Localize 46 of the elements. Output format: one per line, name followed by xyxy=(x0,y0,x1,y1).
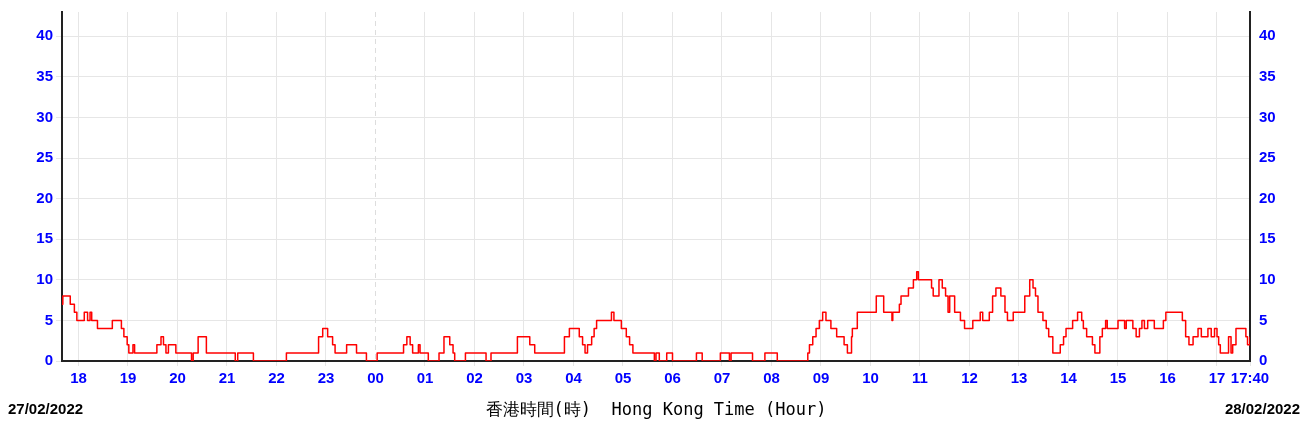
x-tick-label: 17:40 xyxy=(1230,369,1270,387)
x-tick-label: 22 xyxy=(268,369,285,387)
x-tick-label: 07 xyxy=(713,369,731,387)
text: 28/02/2022 xyxy=(1224,400,1300,418)
x-tick-label: 17 xyxy=(1208,369,1226,387)
y-tick-label: 20 xyxy=(36,188,53,206)
x-tick-label: 13 xyxy=(1010,369,1028,387)
x-tick-label: 01 xyxy=(416,369,434,387)
x-tick-label: 02 xyxy=(466,369,483,387)
y2-tick-label: 5 xyxy=(1259,310,1268,328)
x-tick-label: 05 xyxy=(614,369,632,387)
y2-tick-label: 25 xyxy=(1259,148,1276,166)
x-tick-label: 14 xyxy=(1060,369,1078,387)
x-tick-label: 20 xyxy=(169,369,186,387)
x-tick-label: 06 xyxy=(664,369,681,387)
y-tick-label: 0 xyxy=(44,351,53,369)
x-tick-label: 23 xyxy=(317,369,335,387)
x-axis-title: 香港時間(時) Hong Kong Time (Hour) xyxy=(485,399,827,420)
x-tick-label: 16 xyxy=(1159,369,1176,387)
x-tick-label: 12 xyxy=(961,369,978,387)
y2-tick-label: 20 xyxy=(1259,188,1276,206)
y2-tick-label: 40 xyxy=(1259,26,1276,44)
x-tick-label: 09 xyxy=(812,369,830,387)
y-tick-label: 5 xyxy=(44,310,53,328)
y-tick-label: 10 xyxy=(36,269,53,287)
x-tick-label: 10 xyxy=(862,369,879,387)
y2-tick-label: 30 xyxy=(1259,107,1276,125)
x-tick-label: 15 xyxy=(1109,369,1127,387)
y-tick-label: 40 xyxy=(36,26,53,44)
y2-tick-label: 0 xyxy=(1259,351,1268,369)
x-tick-label: 08 xyxy=(763,369,780,387)
y-tick-label: 15 xyxy=(36,229,53,247)
x-tick-label: 11 xyxy=(912,369,928,387)
y-tick-label: 25 xyxy=(36,148,53,166)
x-tick-label: 21 xyxy=(218,369,236,387)
x-tick-label: 18 xyxy=(70,369,87,387)
x-tick-label: 04 xyxy=(565,369,583,387)
y-tick-label: 30 xyxy=(36,107,53,125)
y2-tick-label: 35 xyxy=(1259,67,1276,85)
x-tick-label: 00 xyxy=(367,369,384,387)
x-tick-label: 03 xyxy=(515,369,533,387)
y2-tick-label: 10 xyxy=(1259,269,1276,287)
x-tick-label: 19 xyxy=(119,369,137,387)
text: 27/02/2022 xyxy=(8,400,84,418)
y2-tick-label: 15 xyxy=(1259,229,1276,247)
y-tick-label: 35 xyxy=(36,67,53,85)
